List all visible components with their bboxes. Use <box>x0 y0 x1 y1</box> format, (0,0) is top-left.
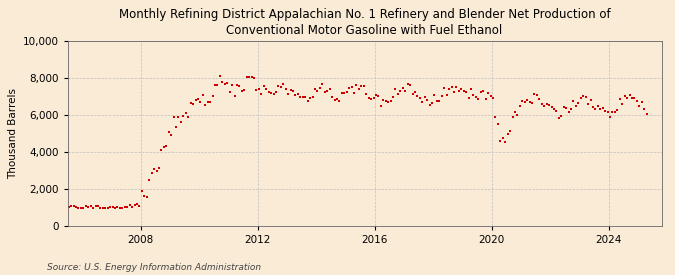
Y-axis label: Thousand Barrels: Thousand Barrels <box>8 88 18 179</box>
Text: Source: U.S. Energy Information Administration: Source: U.S. Energy Information Administ… <box>47 263 261 272</box>
Title: Monthly Refining District Appalachian No. 1 Refinery and Blender Net Production : Monthly Refining District Appalachian No… <box>119 8 610 37</box>
